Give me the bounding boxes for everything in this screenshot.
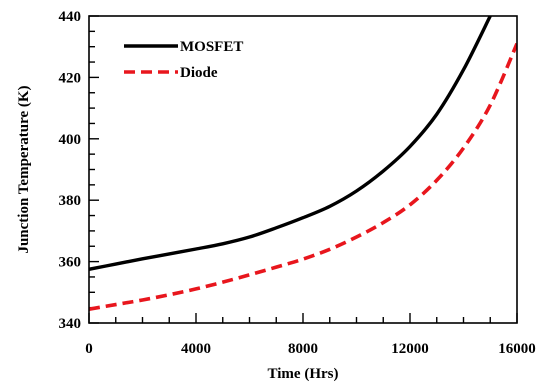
x-axis-title: Time (Hrs): [268, 366, 339, 382]
y-tick-label: 340: [59, 316, 82, 332]
x-axis-ticks: [89, 313, 517, 323]
y-tick-label: 360: [59, 255, 82, 271]
legend-label-diode: Diode: [180, 65, 218, 81]
series-layer: [89, 16, 517, 309]
x-tick-label: 8000: [288, 341, 318, 357]
y-axis-tick-labels: 340 360 380 400 420 440: [59, 9, 82, 332]
series-line-diode: [89, 44, 517, 310]
y-tick-label: 440: [59, 9, 82, 25]
legend-label-mosfet: MOSFET: [180, 39, 243, 55]
y-tick-label: 420: [59, 70, 82, 86]
x-tick-label: 0: [85, 341, 93, 357]
x-tick-label: 12000: [391, 341, 429, 357]
x-tick-label: 4000: [181, 341, 211, 357]
y-axis-title: Junction Temperature (K): [16, 85, 32, 253]
y-tick-label: 400: [59, 132, 82, 148]
plot-frame: [89, 16, 517, 323]
x-tick-label: 16000: [498, 341, 536, 357]
series-line-mosfet: [89, 16, 490, 269]
y-axis-ticks: [89, 16, 99, 323]
legend: MOSFET Diode: [124, 39, 243, 81]
x-axis-tick-labels: 0 4000 8000 12000 16000: [85, 341, 536, 357]
y-tick-label: 380: [59, 193, 82, 209]
